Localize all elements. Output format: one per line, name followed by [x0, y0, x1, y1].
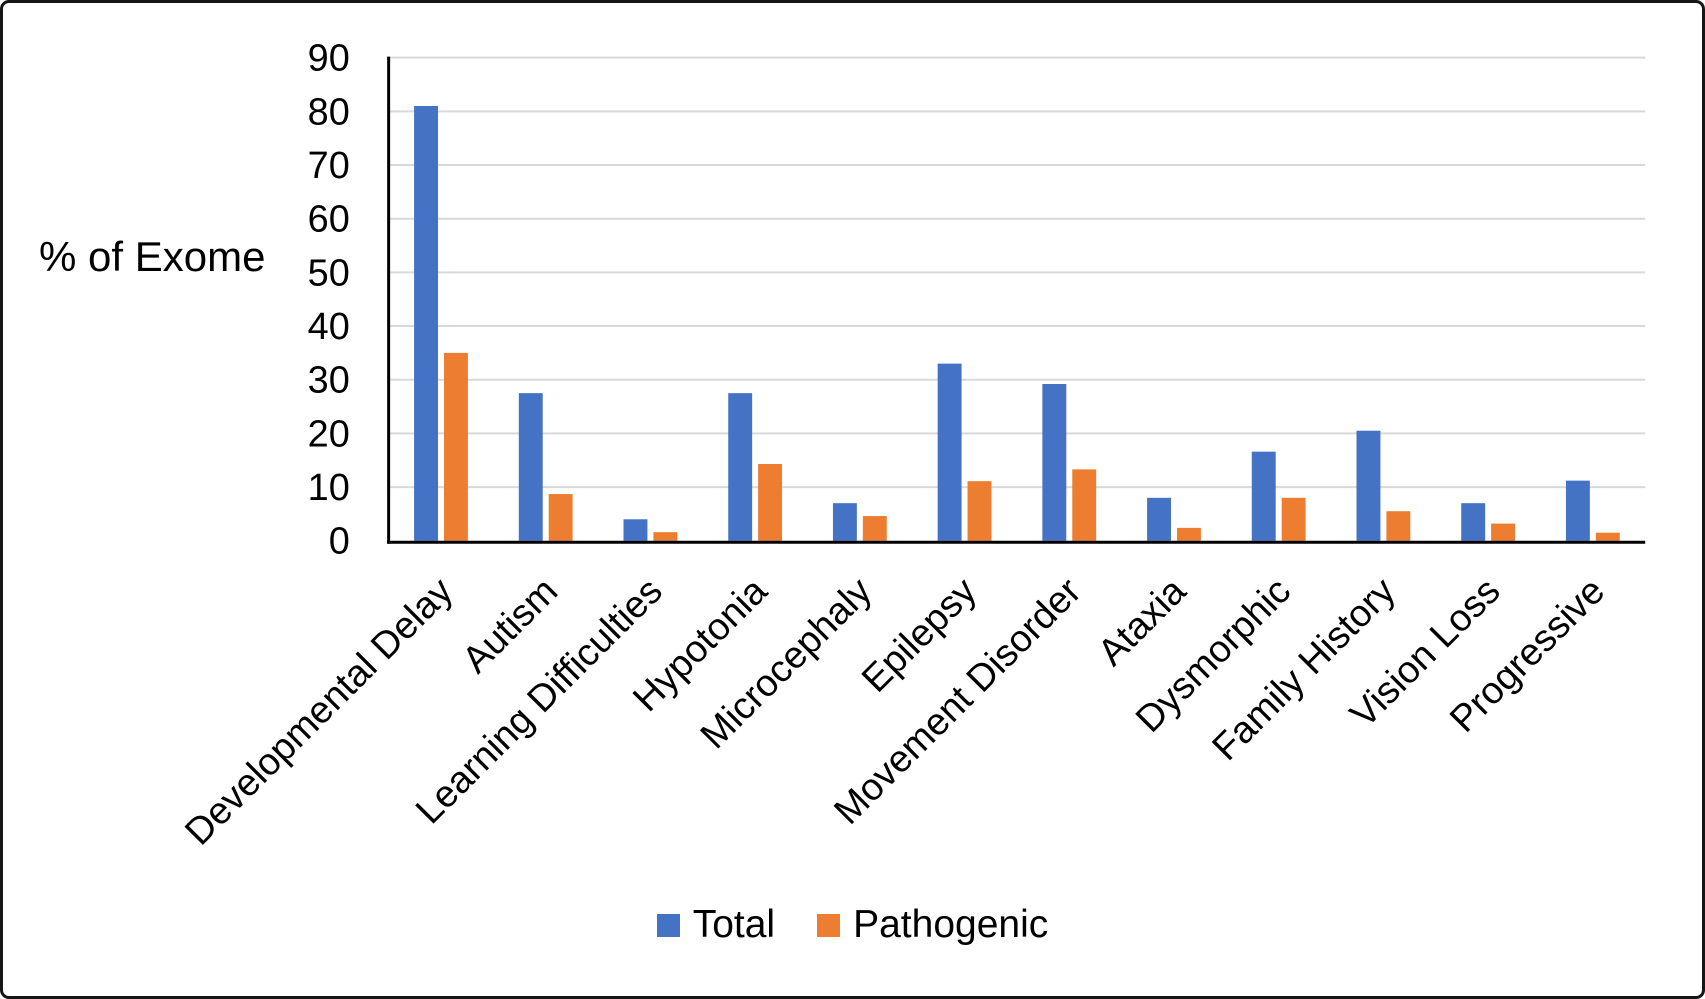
- bar-pathogenic-ataxia: [1176, 527, 1201, 541]
- y-axis-title: % of Exome: [39, 233, 266, 280]
- bar-pathogenic-autism: [548, 494, 573, 541]
- y-tick-label: 30: [308, 360, 350, 402]
- x-category-label: Family History: [1205, 570, 1404, 769]
- legend-item-total: Total: [656, 903, 776, 947]
- y-tick-label: 60: [308, 199, 350, 241]
- bar-total-autism: [518, 393, 543, 541]
- legend-label-total: Total: [692, 903, 776, 946]
- bar-total-family-history: [1356, 430, 1381, 541]
- y-tick-label: 20: [308, 413, 350, 455]
- bar-total-developmental-delay: [414, 105, 439, 541]
- legend-label-pathogenic: Pathogenic: [853, 903, 1049, 946]
- bar-total-dysmorphic: [1251, 451, 1276, 541]
- y-tick-label: 50: [308, 252, 350, 294]
- bar-pathogenic-epilepsy: [967, 481, 992, 541]
- bar-pathogenic-developmental-delay: [443, 352, 468, 541]
- x-category-label: Ataxia: [1090, 569, 1195, 674]
- bar-total-vision-loss: [1461, 503, 1486, 541]
- bar-pathogenic-learning-difficulties: [653, 532, 678, 541]
- bar-total-movement-disorder: [1042, 384, 1067, 541]
- legend-swatch-pathogenic-icon: [817, 913, 841, 937]
- bar-total-hypotonia: [728, 393, 753, 541]
- legend-item-pathogenic: Pathogenic: [817, 903, 1048, 947]
- y-tick-label: 40: [308, 306, 350, 348]
- bar-pathogenic-dysmorphic: [1281, 497, 1306, 541]
- bar-pathogenic-vision-loss: [1491, 523, 1516, 541]
- bar-total-progressive: [1565, 480, 1590, 541]
- legend-swatch-total-icon: [656, 913, 680, 937]
- bar-pathogenic-progressive: [1595, 532, 1620, 541]
- bar-total-learning-difficulties: [623, 519, 648, 541]
- y-tick-label: 70: [308, 145, 350, 187]
- bar-pathogenic-hypotonia: [758, 463, 783, 541]
- bar-total-epilepsy: [937, 363, 962, 541]
- y-tick-label: 90: [308, 38, 350, 80]
- y-tick-label: 10: [308, 467, 350, 509]
- y-tick-label: 80: [308, 91, 350, 133]
- bar-pathogenic-microcephaly: [862, 516, 887, 541]
- bar-total-microcephaly: [832, 503, 857, 541]
- legend: Total Pathogenic: [3, 900, 1702, 950]
- y-tick-label: 0: [329, 521, 350, 563]
- bar-pathogenic-movement-disorder: [1072, 469, 1097, 541]
- bar-total-ataxia: [1147, 497, 1172, 541]
- bar-pathogenic-family-history: [1386, 511, 1411, 541]
